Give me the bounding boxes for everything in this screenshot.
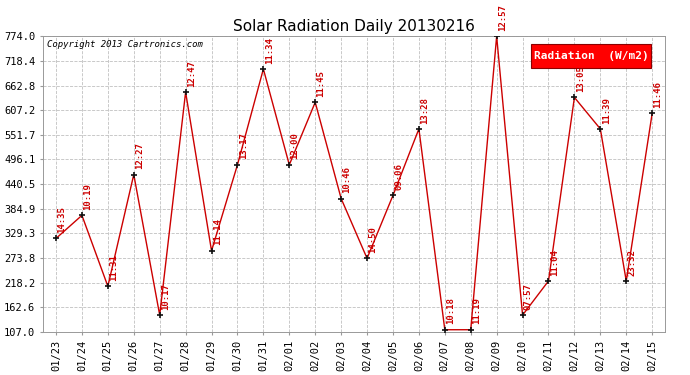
- Text: 10:46: 10:46: [342, 166, 351, 193]
- Text: 13:05: 13:05: [575, 65, 584, 92]
- Text: 07:57: 07:57: [524, 283, 533, 310]
- Text: 12:27: 12:27: [135, 142, 144, 169]
- Text: 11:19: 11:19: [472, 297, 481, 324]
- Text: 10:19: 10:19: [83, 183, 92, 210]
- Text: 11:46: 11:46: [653, 81, 662, 108]
- Text: 14:35: 14:35: [57, 206, 66, 233]
- Text: 12:47: 12:47: [187, 60, 196, 87]
- Text: 11:39: 11:39: [602, 97, 611, 124]
- Text: 11:45: 11:45: [317, 70, 326, 97]
- Text: 09:06: 09:06: [394, 163, 403, 190]
- Text: 11:31: 11:31: [109, 254, 118, 281]
- Text: Copyright 2013 Cartronics.com: Copyright 2013 Cartronics.com: [46, 40, 202, 49]
- Text: 12:57: 12:57: [498, 4, 507, 31]
- Text: 12:00: 12:00: [290, 133, 299, 159]
- Text: 11:34: 11:34: [265, 37, 274, 64]
- Text: 14:50: 14:50: [368, 226, 377, 253]
- Text: 23:32: 23:32: [627, 249, 637, 276]
- Text: 13:17: 13:17: [239, 133, 248, 159]
- Title: Solar Radiation Daily 20130216: Solar Radiation Daily 20130216: [233, 19, 475, 34]
- Text: Radiation  (W/m2): Radiation (W/m2): [533, 51, 649, 61]
- Text: 10:18: 10:18: [446, 297, 455, 324]
- Text: 11:04: 11:04: [550, 249, 559, 276]
- Text: 11:14: 11:14: [213, 219, 221, 246]
- Text: 10:17: 10:17: [161, 283, 170, 310]
- Text: 13:28: 13:28: [420, 97, 429, 124]
